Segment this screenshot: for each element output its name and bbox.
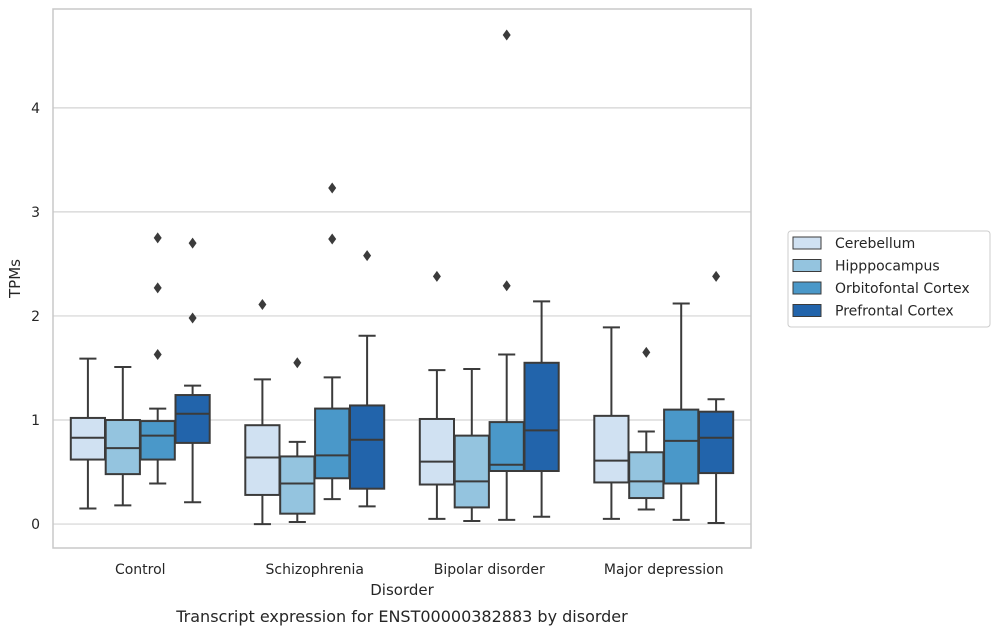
outlier-point: [363, 250, 372, 262]
outlier-point: [153, 348, 162, 360]
outlier-point: [712, 270, 721, 282]
x-axis-label: Disorder: [370, 581, 434, 599]
box-body: [69, 416, 107, 461]
x-tick-label: Bipolar disorder: [434, 562, 545, 578]
box-body: [523, 361, 560, 472]
box-body: [488, 421, 525, 473]
box-hipppocampus-bipolar-disorder: [453, 368, 490, 522]
box-body: [104, 419, 141, 476]
legend-label: Hipppocampus: [835, 259, 940, 275]
box-body: [453, 434, 490, 509]
box-body: [174, 394, 211, 444]
legend-swatch: [792, 259, 822, 272]
box-orbitofontal-cortex-major-depression: [663, 302, 700, 521]
box-cerebellum-bipolar-disorder: [418, 270, 456, 520]
outlier-point: [328, 233, 337, 245]
box-orbitofontal-cortex-control: [139, 232, 176, 485]
box-prefrontal-cortex-bipolar-disorder: [523, 300, 560, 518]
x-tick-label: Schizophrenia: [266, 562, 364, 578]
box-orbitofontal-cortex-schizophrenia: [314, 182, 351, 501]
legend-label: Cerebellum: [835, 236, 915, 252]
outlier-point: [153, 232, 162, 244]
box-body: [593, 414, 630, 484]
y-tick-label: 1: [31, 413, 40, 429]
box-hipppocampus-control: [104, 365, 141, 507]
legend: Cerebellum Hipppocampus Orbitofontal Corte…: [787, 230, 991, 328]
outlier-point: [188, 237, 197, 249]
legend-swatch: [792, 304, 822, 317]
outlier-point: [502, 280, 511, 292]
outlier-point: [432, 270, 441, 282]
box-body: [244, 424, 281, 496]
outlier-point: [258, 299, 267, 311]
legend-frame: [787, 230, 991, 328]
box-body: [697, 410, 735, 475]
box-body: [279, 455, 316, 515]
box-cerebellum-schizophrenia: [244, 299, 281, 526]
box-body: [663, 408, 700, 485]
x-tick-label: Major depression: [604, 562, 724, 578]
box-body: [348, 404, 386, 490]
box-prefrontal-cortex-schizophrenia: [348, 250, 386, 508]
box-prefrontal-cortex-control: [174, 237, 211, 504]
box-cerebellum-major-depression: [593, 326, 630, 520]
x-tick-label: Control: [115, 562, 166, 578]
y-tick-label: 2: [31, 309, 40, 325]
box-body: [314, 407, 351, 480]
y-tick-label: 4: [31, 101, 40, 117]
box-body: [139, 420, 176, 461]
boxes: [69, 29, 735, 526]
outlier-point: [502, 29, 511, 41]
legend-swatch: [792, 281, 822, 295]
grid-lines: [53, 107, 751, 525]
legend-label: Orbitofontal Cortex: [835, 281, 970, 297]
box-body: [418, 417, 456, 486]
box-prefrontal-cortex-major-depression: [697, 270, 735, 525]
outlier-point: [153, 282, 162, 294]
outlier-point: [188, 312, 197, 324]
x-tick-labels: Control Schizophrenia Bipolar disorder Majo…: [115, 562, 724, 578]
y-tick-label: 3: [31, 205, 40, 221]
plot-frame: [52, 8, 752, 549]
box-body: [628, 451, 665, 500]
legend-swatch: [792, 236, 822, 250]
legend-label: Prefrontal Cortex: [835, 304, 954, 320]
box-cerebellum-control: [69, 357, 107, 510]
box-orbitofontal-cortex-bipolar-disorder: [488, 29, 525, 521]
y-tick-labels: 0 1 2 3 4: [31, 101, 40, 533]
y-tick-label: 0: [31, 517, 40, 533]
outlier-point: [328, 182, 337, 194]
box-hipppocampus-schizophrenia: [279, 357, 316, 523]
outlier-point: [293, 357, 302, 369]
figure-caption: Transcript expression for ENST0000038288…: [175, 607, 628, 626]
box-hipppocampus-major-depression: [628, 346, 665, 511]
y-axis-label: TPMs: [6, 259, 24, 299]
outlier-point: [642, 346, 651, 358]
